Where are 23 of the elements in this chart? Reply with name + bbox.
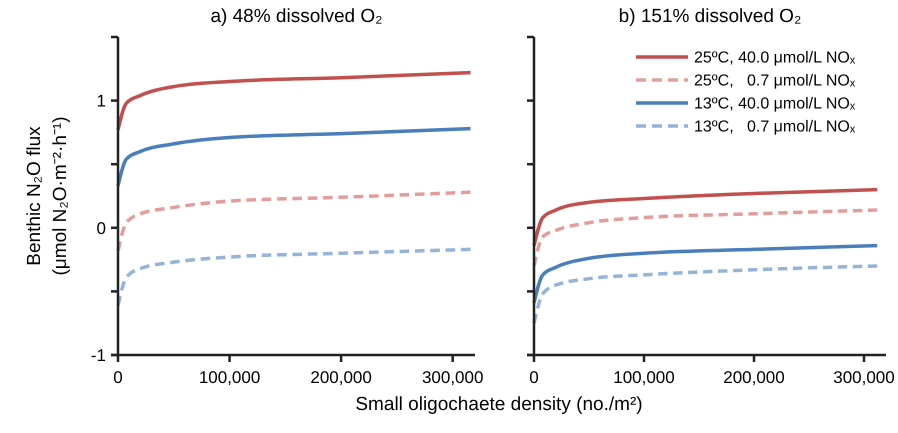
x-tick-label: 0 bbox=[113, 368, 123, 387]
line-series bbox=[116, 126, 472, 188]
chart-title: b) 151% dissolved O₂ bbox=[618, 6, 802, 27]
line-series bbox=[116, 70, 472, 132]
y-tick-label: -1 bbox=[90, 346, 106, 365]
x-tick-label: 100,000 bbox=[613, 368, 675, 387]
legend-label: 13ºC, 0.7 μmol/L NOₓ bbox=[694, 118, 856, 136]
line-series bbox=[116, 248, 472, 308]
legend-label: 25ºC, 40.0 μmol/L NOₓ bbox=[694, 50, 856, 67]
y-axis-title: Benthic N₂O flux (μmol N₂O·m⁻²·h⁻¹) bbox=[24, 116, 71, 276]
line-series bbox=[116, 190, 472, 252]
x-tick-label: 300,000 bbox=[422, 368, 484, 387]
chart-title: a) 48% dissolved O₂ bbox=[210, 6, 383, 27]
legend-label: 25ºC, 0.7 μmol/L NOₓ bbox=[694, 72, 856, 90]
y-tick-label: 0 bbox=[96, 218, 106, 238]
x-tick-label: 0 bbox=[529, 368, 539, 387]
x-tick-label: 300,000 bbox=[833, 368, 895, 387]
x-tick-label: 100,000 bbox=[198, 368, 260, 387]
legend-label: 13ºC, 40.0 μmol/L NOₓ bbox=[694, 96, 856, 113]
x-tick-label: 200,000 bbox=[723, 368, 785, 387]
x-axis-title: Small oligochaete density (no./m²) bbox=[355, 394, 643, 415]
x-tick-label: 200,000 bbox=[310, 368, 372, 387]
y-tick-label: 1 bbox=[96, 92, 106, 111]
